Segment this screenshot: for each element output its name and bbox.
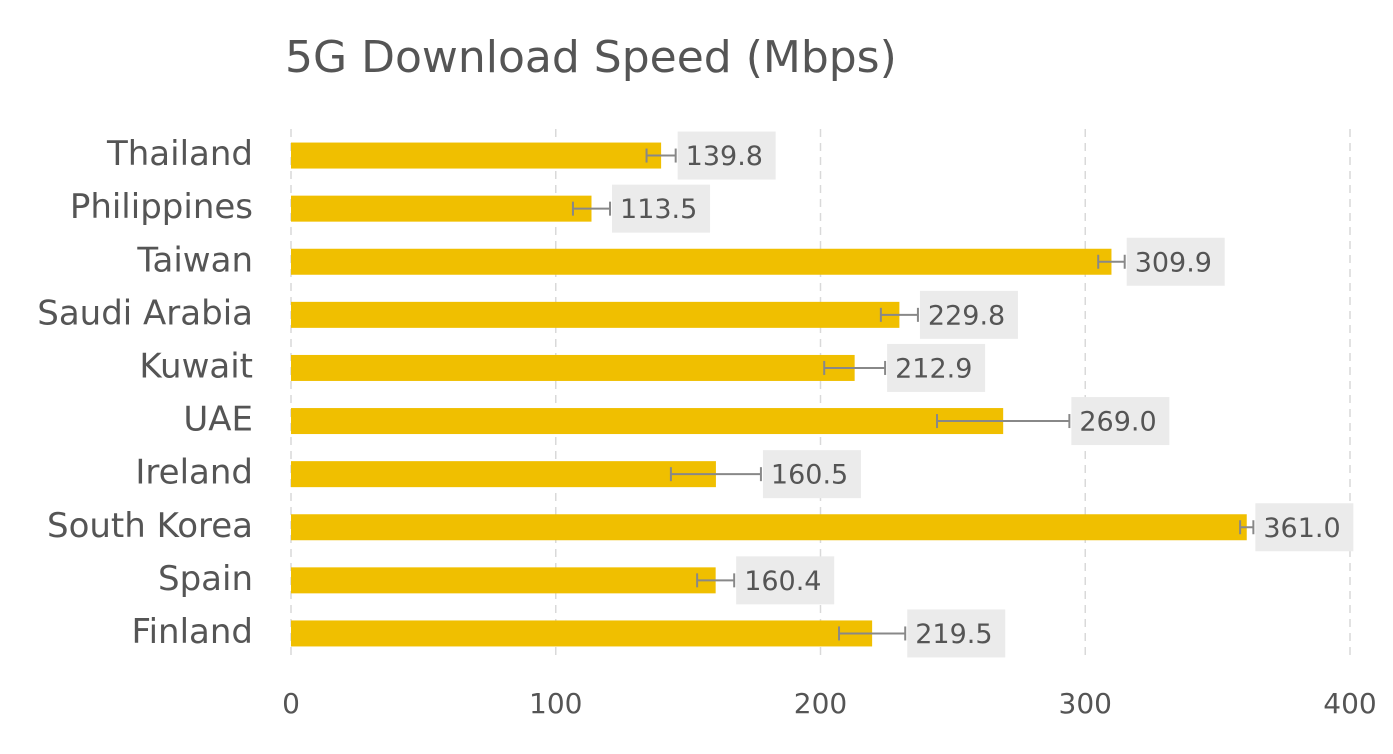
value-label-box xyxy=(1126,237,1225,286)
value-label-box xyxy=(919,290,1018,339)
y-tick-label: Philippines xyxy=(70,187,253,227)
value-label-box xyxy=(677,131,776,180)
x-tick-label: 100 xyxy=(529,687,582,720)
value-label: 219.5 xyxy=(915,619,992,650)
error-bar xyxy=(935,414,1071,429)
value-label: 113.5 xyxy=(620,194,697,225)
error-bar xyxy=(823,360,887,375)
bar xyxy=(291,408,1004,435)
value-label: 229.8 xyxy=(928,300,1005,331)
value-label: 212.9 xyxy=(895,353,972,384)
y-tick-label: UAE xyxy=(183,400,253,440)
x-tick-label: 0 xyxy=(282,687,300,720)
error-bar xyxy=(838,626,907,641)
error-bar xyxy=(669,467,762,482)
bar xyxy=(291,248,1112,275)
error-bar xyxy=(571,201,612,216)
x-tick-label: 300 xyxy=(1059,687,1112,720)
chart-title: 5G Download Speed (Mbps) xyxy=(285,32,897,83)
value-label-box xyxy=(612,184,711,233)
value-label: 160.4 xyxy=(744,566,821,597)
value-label-box xyxy=(1071,397,1170,446)
error-bar xyxy=(696,573,736,588)
bar xyxy=(291,620,873,647)
y-tick-label: Spain xyxy=(158,559,253,599)
bar xyxy=(291,354,855,381)
bar xyxy=(291,195,592,222)
bar xyxy=(291,461,716,488)
error-bar xyxy=(1239,520,1255,535)
value-label: 361.0 xyxy=(1263,513,1340,544)
y-tick-label: Thailand xyxy=(106,134,253,174)
bar xyxy=(291,301,900,328)
bar xyxy=(291,514,1247,541)
error-bar xyxy=(645,148,677,163)
y-tick-label: Taiwan xyxy=(136,240,253,280)
y-tick-label: Ireland xyxy=(135,453,253,493)
value-label: 269.0 xyxy=(1079,407,1156,438)
value-label: 139.8 xyxy=(686,141,763,172)
value-label-box xyxy=(1255,503,1354,552)
value-label: 309.9 xyxy=(1135,247,1212,278)
y-tick-label: Kuwait xyxy=(139,346,253,386)
bar xyxy=(291,567,716,594)
value-label-box xyxy=(907,609,1006,658)
x-tick-label: 400 xyxy=(1323,687,1376,720)
x-tick-label: 200 xyxy=(794,687,847,720)
error-bar xyxy=(879,307,919,322)
y-tick-label: Saudi Arabia xyxy=(37,293,253,333)
value-label-box xyxy=(887,343,986,392)
bar xyxy=(291,142,662,169)
error-bar xyxy=(1097,254,1126,269)
y-tick-label: Finland xyxy=(132,612,254,652)
value-label-box xyxy=(762,450,861,499)
y-tick-label: South Korea xyxy=(47,506,253,546)
value-label: 160.5 xyxy=(771,460,848,491)
value-label-box xyxy=(736,556,835,605)
